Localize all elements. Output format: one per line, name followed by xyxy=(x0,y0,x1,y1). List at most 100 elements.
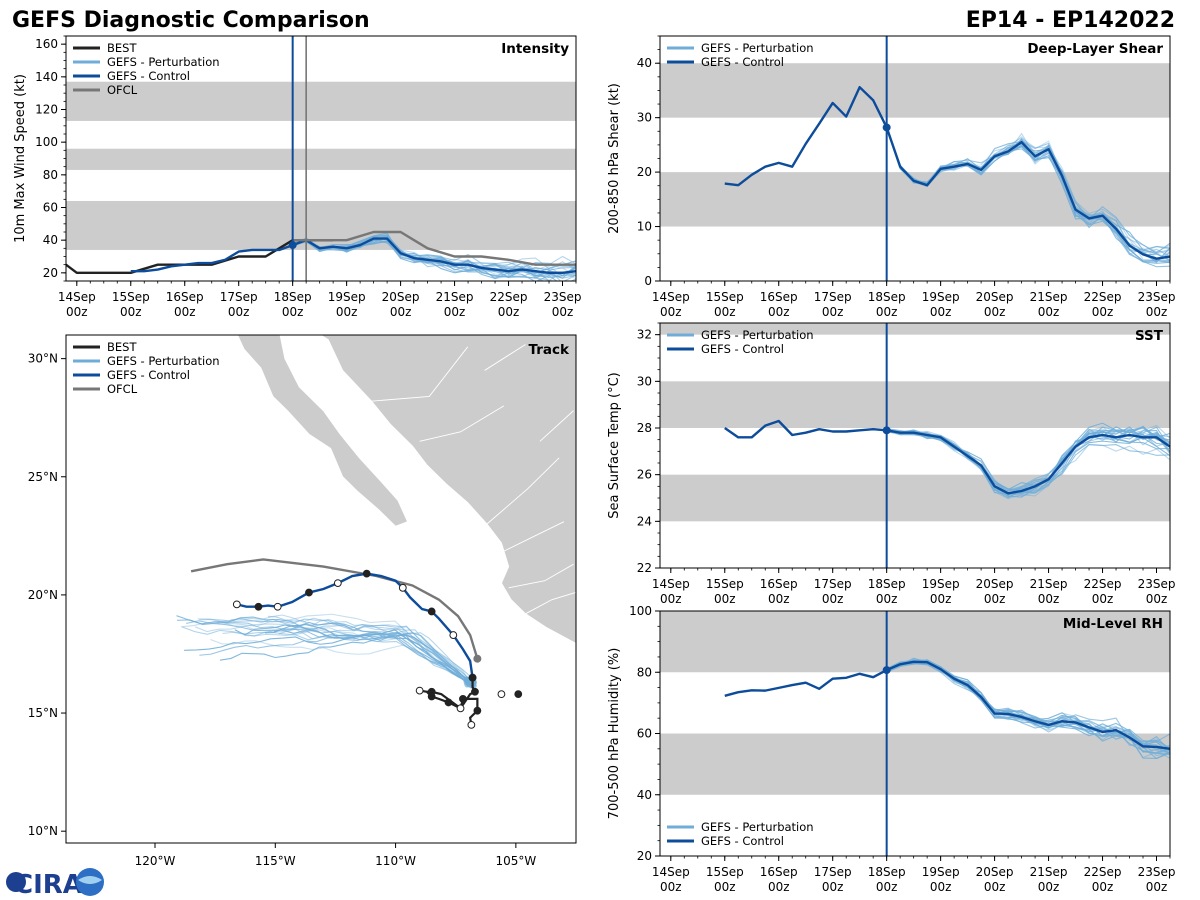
threshold-band xyxy=(660,323,1170,335)
x-tick-date: 22Sep xyxy=(490,290,528,304)
panel-title: SST xyxy=(1135,328,1164,344)
perturbation-track xyxy=(210,639,472,686)
x-tick-date: 21Sep xyxy=(1030,577,1068,591)
threshold-band xyxy=(660,733,1170,795)
x-tick-date: 19Sep xyxy=(922,290,960,304)
legend-label: GEFS - Perturbation xyxy=(701,820,814,834)
x-tick-hour: 00z xyxy=(1092,592,1114,606)
x-tick-hour: 00z xyxy=(1092,880,1114,894)
best-marker xyxy=(415,686,424,695)
x-tick-hour: 00z xyxy=(876,880,898,894)
perturbation-line xyxy=(886,128,1170,262)
y-tick-label: 100 xyxy=(629,604,652,618)
y-tick-label: 60 xyxy=(637,727,652,741)
x-tick-hour: 00z xyxy=(714,880,736,894)
best-marker xyxy=(427,687,436,696)
x-tick-date: 20Sep xyxy=(976,865,1014,879)
best-marker xyxy=(467,720,476,729)
control-line xyxy=(130,237,576,275)
map-area xyxy=(176,335,576,729)
x-tick-hour: 00z xyxy=(1092,305,1114,319)
y-tick-label: 0 xyxy=(644,274,652,288)
legend-label: GEFS - Control xyxy=(701,55,784,69)
rh-panel: 2040608010014Sep00z15Sep00z16Sep00z17Sep… xyxy=(607,604,1175,894)
x-tick-hour: 00z xyxy=(228,305,250,319)
y-tick-label: 40 xyxy=(43,233,58,247)
x-tick-hour: 00z xyxy=(768,592,790,606)
x-tick-hour: 00z xyxy=(174,305,196,319)
sst-panel: 22242628303214Sep00z15Sep00z16Sep00z17Se… xyxy=(607,322,1175,606)
x-tick-hour: 00z xyxy=(930,592,952,606)
x-tick-date: 16Sep xyxy=(760,290,798,304)
x-tick-hour: 00z xyxy=(768,880,790,894)
x-tick-date: 18Sep xyxy=(274,290,312,304)
x-tick-date: 17Sep xyxy=(814,290,852,304)
control-marker xyxy=(305,588,313,597)
x-tick-hour: 00z xyxy=(660,305,682,319)
lat-tick-label: 10°N xyxy=(28,824,58,838)
x-tick-date: 14Sep xyxy=(652,865,690,879)
legend-label: GEFS - Perturbation xyxy=(107,55,220,69)
perturbation-line xyxy=(886,659,1170,755)
legend-label: GEFS - Control xyxy=(107,69,190,83)
threshold-band xyxy=(66,200,576,250)
control-track xyxy=(236,572,474,678)
x-tick-date: 15Sep xyxy=(706,865,744,879)
x-tick-hour: 00z xyxy=(984,592,1006,606)
x-tick-hour: 00z xyxy=(1038,592,1060,606)
x-tick-hour: 00z xyxy=(930,305,952,319)
legend-label: OFCL xyxy=(107,382,138,396)
x-tick-hour: 00z xyxy=(1146,592,1168,606)
x-tick-hour: 00z xyxy=(714,592,736,606)
x-tick-hour: 00z xyxy=(1146,880,1168,894)
x-tick-date: 20Sep xyxy=(382,290,420,304)
x-tick-date: 22Sep xyxy=(1084,290,1122,304)
state-border xyxy=(508,563,574,589)
lon-tick-label: 120°W xyxy=(135,854,176,868)
legend-label: BEST xyxy=(107,340,137,354)
axes-frame xyxy=(659,322,1171,569)
x-tick-hour: 00z xyxy=(1146,305,1168,319)
legend-label: GEFS - Control xyxy=(701,342,784,356)
y-tick-label: 20 xyxy=(43,266,58,280)
best-marker xyxy=(514,690,523,699)
perturbation-track xyxy=(219,637,474,687)
x-tick-date: 21Sep xyxy=(1030,290,1068,304)
x-tick-hour: 00z xyxy=(282,305,304,319)
x-tick-hour: 00z xyxy=(714,305,736,319)
best-marker xyxy=(459,694,467,703)
x-tick-date: 16Sep xyxy=(760,577,798,591)
y-tick-label: 22 xyxy=(637,561,652,575)
y-tick-label: 80 xyxy=(43,168,58,182)
plot-area xyxy=(660,611,1170,795)
x-tick-date: 20Sep xyxy=(976,577,1014,591)
cira-logo: CIRA xyxy=(6,868,104,900)
x-tick-date: 21Sep xyxy=(1030,865,1068,879)
panel-title: Intensity xyxy=(501,41,569,57)
map-frame xyxy=(65,334,577,844)
threshold-band xyxy=(66,81,576,121)
x-tick-date: 16Sep xyxy=(760,865,798,879)
perturbation-track xyxy=(278,628,472,683)
lon-tick-label: 115°W xyxy=(255,854,296,868)
threshold-band xyxy=(66,148,576,170)
y-tick-label: 26 xyxy=(637,468,652,482)
perturbation-track xyxy=(217,617,474,680)
x-tick-hour: 00z xyxy=(876,592,898,606)
perturbation-track xyxy=(180,613,471,684)
x-tick-hour: 00z xyxy=(660,592,682,606)
lat-tick-label: 15°N xyxy=(28,706,58,720)
x-tick-hour: 00z xyxy=(822,592,844,606)
state-border xyxy=(484,344,526,371)
state-border xyxy=(539,410,574,442)
best-marker xyxy=(456,704,465,713)
y-axis-label: 10m Max Wind Speed (kt) xyxy=(13,74,28,243)
x-tick-date: 15Sep xyxy=(706,577,744,591)
x-tick-date: 23Sep xyxy=(1138,865,1176,879)
y-tick-label: 100 xyxy=(35,135,58,149)
legend-label: BEST xyxy=(107,41,137,55)
panel-title: Deep-Layer Shear xyxy=(1027,41,1163,57)
x-tick-hour: 00z xyxy=(1038,305,1060,319)
perturbation-track xyxy=(194,623,474,684)
x-tick-hour: 00z xyxy=(120,305,142,319)
